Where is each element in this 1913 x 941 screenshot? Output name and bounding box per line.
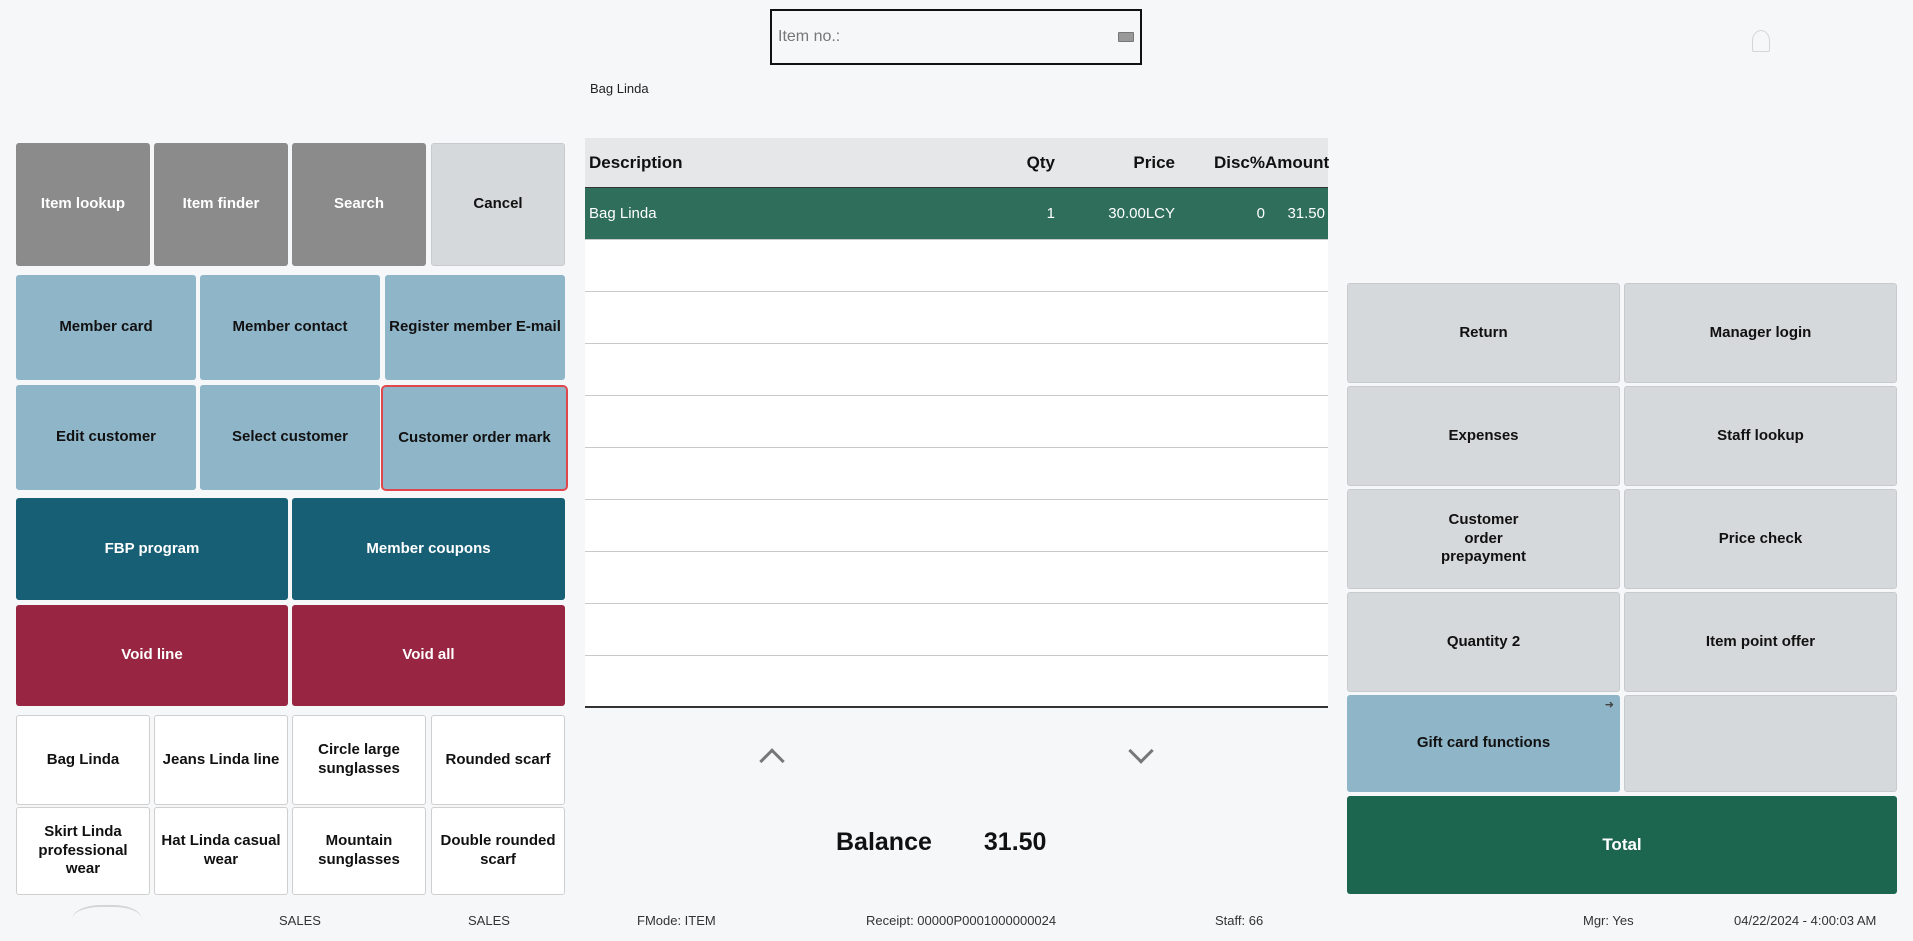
col-description: Description xyxy=(589,152,683,172)
cell-price: 30.00LCY xyxy=(1108,205,1175,222)
item-lookup-button[interactable]: Item lookup xyxy=(16,143,150,266)
cancel-button[interactable]: Cancel xyxy=(431,143,565,266)
empty-row xyxy=(585,656,1328,708)
empty-row xyxy=(585,396,1328,448)
empty-row xyxy=(585,448,1328,500)
item-finder-button[interactable]: Item finder xyxy=(154,143,288,266)
empty-row xyxy=(585,240,1328,292)
scroll-up-icon[interactable] xyxy=(759,748,785,774)
empty-row xyxy=(585,292,1328,344)
keyboard-icon[interactable] xyxy=(1118,32,1134,42)
empty-row xyxy=(585,344,1328,396)
customer-order-mark-button[interactable]: Customer order mark xyxy=(381,385,568,491)
receipt-table: Description Qty Price Disc% Amount Bag L… xyxy=(585,138,1330,708)
item-hat-linda-button[interactable]: Hat Linda casual wear xyxy=(154,807,288,895)
last-item-label: Bag Linda xyxy=(590,81,649,96)
member-card-button[interactable]: Member card xyxy=(16,275,196,380)
item-number-field[interactable] xyxy=(770,9,1142,65)
status-mode-1: SALES xyxy=(279,913,321,928)
void-all-button[interactable]: Void all xyxy=(292,605,565,706)
item-point-offer-button[interactable]: Item point offer xyxy=(1624,592,1897,692)
status-receipt: Receipt: 00000P0001000000024 xyxy=(866,913,1057,928)
item-number-input[interactable] xyxy=(778,28,1118,46)
item-jeans-linda-button[interactable]: Jeans Linda line xyxy=(154,715,288,805)
status-datetime: 04/22/2024 - 4:00:03 AM xyxy=(1734,913,1877,928)
cell-disc: 0 xyxy=(1256,205,1265,222)
member-contact-button[interactable]: Member contact xyxy=(200,275,380,380)
logo-icon xyxy=(72,905,142,941)
col-amount: Amount xyxy=(1265,152,1330,172)
gift-card-functions-button[interactable]: Gift card functions ➜ xyxy=(1347,695,1620,792)
status-staff: Staff: 66 xyxy=(1215,913,1264,928)
cell-description: Bag Linda xyxy=(589,205,657,222)
edit-customer-button[interactable]: Edit customer xyxy=(16,385,196,490)
table-header: Description Qty Price Disc% Amount xyxy=(585,138,1330,188)
expenses-button[interactable]: Expenses xyxy=(1347,386,1620,486)
user-status-icon xyxy=(1752,30,1770,52)
cell-amount: 31.50 xyxy=(1287,205,1325,222)
balance-display: Balance 31.50 xyxy=(836,828,1046,857)
manager-login-button[interactable]: Manager login xyxy=(1624,283,1897,383)
fbp-program-button[interactable]: FBP program xyxy=(16,498,288,600)
cell-qty: 1 xyxy=(1046,205,1055,222)
item-skirt-linda-button[interactable]: Skirt Linda professional wear xyxy=(16,807,150,895)
empty-row xyxy=(585,500,1328,552)
search-button[interactable]: Search xyxy=(292,143,426,266)
void-line-button[interactable]: Void line xyxy=(16,605,288,706)
empty-row xyxy=(585,552,1328,604)
col-disc: Disc% xyxy=(1213,152,1265,172)
item-mountain-sunglasses-button[interactable]: Mountain sunglasses xyxy=(292,807,426,895)
scroll-down-icon[interactable] xyxy=(1128,738,1154,764)
quantity-2-button[interactable]: Quantity 2 xyxy=(1347,592,1620,692)
return-button[interactable]: Return xyxy=(1347,283,1620,383)
item-bag-linda-button[interactable]: Bag Linda xyxy=(16,715,150,805)
select-customer-button[interactable]: Select customer xyxy=(200,385,380,490)
status-mode-2: SALES xyxy=(468,913,510,928)
status-fmode: FMode: ITEM xyxy=(637,913,716,928)
gift-card-functions-label: Gift card functions xyxy=(1416,734,1551,752)
col-price: Price xyxy=(1133,152,1175,172)
item-circle-sunglasses-button[interactable]: Circle large sunglasses xyxy=(292,715,426,805)
customer-order-prepayment-button[interactable]: Customer order prepayment xyxy=(1347,489,1620,589)
member-coupons-button[interactable]: Member coupons xyxy=(292,498,565,600)
total-button[interactable]: Total xyxy=(1347,796,1897,894)
table-row[interactable]: Bag Linda 1 30.00LCY 0 31.50 xyxy=(585,188,1328,240)
item-rounded-scarf-button[interactable]: Rounded scarf xyxy=(431,715,565,805)
col-qty: Qty xyxy=(1026,152,1055,172)
submenu-arrow-icon: ➜ xyxy=(1604,699,1614,711)
register-member-email-button[interactable]: Register member E-mail xyxy=(385,275,565,380)
empty-button[interactable] xyxy=(1624,695,1897,792)
item-double-rounded-scarf-button[interactable]: Double rounded scarf xyxy=(431,807,565,895)
price-check-button[interactable]: Price check xyxy=(1624,489,1897,589)
staff-lookup-button[interactable]: Staff lookup xyxy=(1624,386,1897,486)
balance-label: Balance xyxy=(836,828,932,856)
status-manager: Mgr: Yes xyxy=(1583,913,1634,928)
balance-value: 31.50 xyxy=(983,828,1047,856)
empty-row xyxy=(585,604,1328,656)
